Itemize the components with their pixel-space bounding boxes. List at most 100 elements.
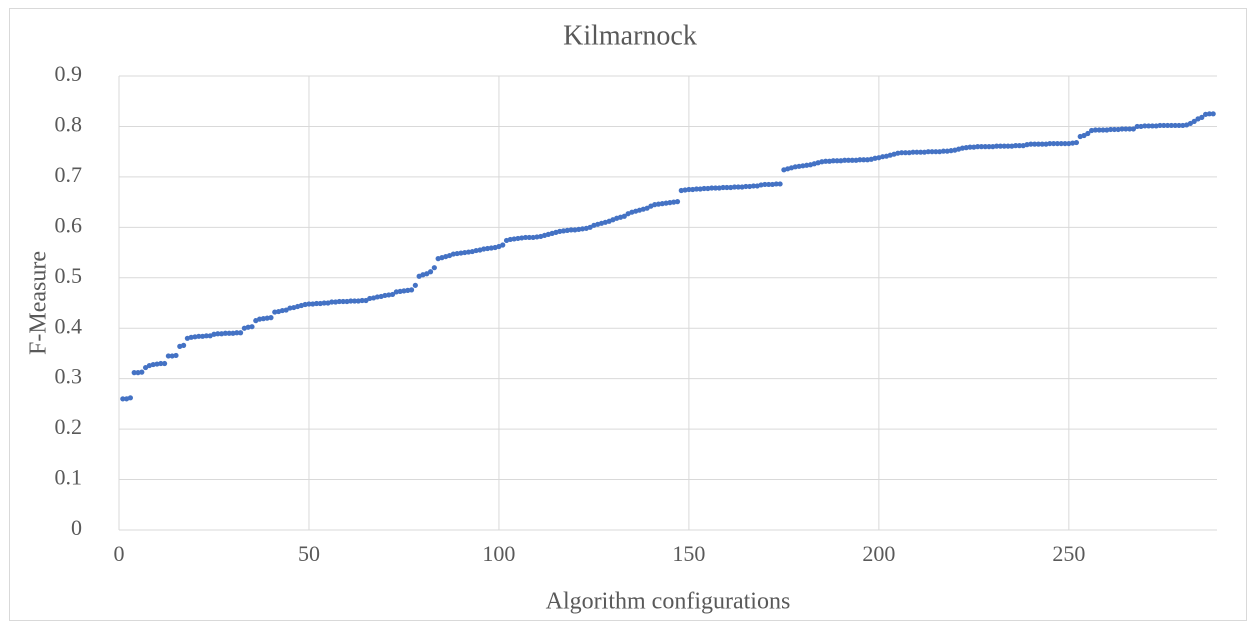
- data-point: [473, 247, 479, 254]
- data-point: [674, 199, 681, 205]
- data-point: [405, 287, 411, 293]
- data-point: [279, 307, 285, 314]
- data-point: [1149, 123, 1156, 129]
- data-point: [192, 334, 198, 340]
- data-point: [804, 162, 810, 168]
- data-point: [412, 282, 418, 288]
- data-point: [560, 228, 567, 234]
- data-point: [526, 234, 532, 241]
- data-point: [454, 250, 460, 257]
- y-tick-label: 0: [71, 515, 82, 540]
- data-point: [682, 187, 688, 193]
- data-point: [792, 164, 798, 170]
- data-point: [937, 149, 943, 155]
- data-point: [393, 289, 399, 295]
- data-point: [644, 205, 650, 211]
- data-point: [750, 183, 757, 189]
- data-point: [1119, 126, 1125, 132]
- data-point: [1062, 140, 1068, 147]
- data-point: [918, 149, 924, 155]
- data-point: [709, 185, 715, 191]
- data-point: [507, 236, 513, 243]
- y-tick-label: 0.4: [55, 313, 83, 338]
- data-point: [1032, 141, 1038, 147]
- data-point: [363, 297, 369, 304]
- data-point: [587, 224, 593, 230]
- data-point: [1051, 140, 1057, 147]
- data-point: [716, 185, 722, 191]
- data-point: [397, 288, 403, 294]
- data-point: [712, 185, 719, 191]
- data-point: [1157, 122, 1163, 129]
- data-point: [857, 157, 863, 163]
- data-point: [427, 269, 434, 275]
- data-point: [948, 148, 954, 154]
- data-point: [1134, 123, 1140, 130]
- data-point: [838, 158, 844, 164]
- data-point: [1100, 127, 1106, 133]
- data-point: [139, 369, 145, 375]
- data-point: [401, 288, 407, 294]
- data-point: [329, 299, 335, 305]
- data-point: [222, 330, 228, 336]
- data-point: [230, 330, 236, 336]
- data-point: [579, 226, 586, 232]
- data-point: [747, 183, 753, 190]
- data-point: [686, 186, 692, 193]
- data-point: [173, 352, 179, 359]
- data-point: [933, 149, 939, 155]
- data-point: [997, 143, 1004, 149]
- data-point: [655, 201, 662, 207]
- data-point: [621, 213, 627, 219]
- data-point: [484, 245, 491, 252]
- x-tick-label: 50: [298, 541, 320, 566]
- data-point: [671, 199, 677, 205]
- data-point: [929, 149, 935, 155]
- data-point: [169, 353, 175, 359]
- data-point: [652, 202, 658, 208]
- data-point: [743, 183, 749, 190]
- data-point: [697, 186, 703, 192]
- data-point: [1104, 127, 1110, 133]
- data-point: [226, 330, 232, 336]
- data-point: [1206, 111, 1213, 117]
- data-point: [1013, 143, 1019, 149]
- data-point: [408, 287, 415, 293]
- data-point: [158, 360, 164, 367]
- data-point: [853, 157, 859, 163]
- chart-title: Kilmarnock: [563, 20, 697, 51]
- data-point: [1043, 141, 1049, 147]
- data-point: [488, 245, 494, 251]
- data-point: [1009, 143, 1015, 149]
- data-point: [321, 300, 327, 306]
- data-point: [283, 307, 289, 313]
- data-point: [693, 186, 700, 192]
- data-point: [564, 227, 570, 233]
- data-point: [910, 149, 916, 155]
- data-point: [731, 184, 738, 190]
- data-point: [1081, 132, 1087, 139]
- data-point: [1130, 126, 1137, 132]
- data-point: [150, 361, 156, 368]
- data-point: [264, 315, 270, 321]
- data-point: [659, 201, 665, 207]
- data-point: [1108, 126, 1114, 133]
- data-point: [842, 157, 848, 163]
- data-point: [1187, 120, 1194, 127]
- data-point: [431, 265, 437, 271]
- data-point: [982, 144, 988, 150]
- data-point: [880, 154, 886, 160]
- data-point: [994, 143, 1000, 149]
- x-tick-label: 0: [114, 541, 125, 566]
- data-point: [777, 181, 783, 187]
- data-point: [1089, 127, 1095, 134]
- data-point: [218, 331, 225, 337]
- x-tick-label: 100: [482, 541, 515, 566]
- data-point: [944, 148, 950, 154]
- data-point: [967, 144, 973, 150]
- data-point: [864, 157, 871, 163]
- data-point: [519, 235, 525, 241]
- data-point: [735, 184, 741, 190]
- data-point: [830, 158, 836, 164]
